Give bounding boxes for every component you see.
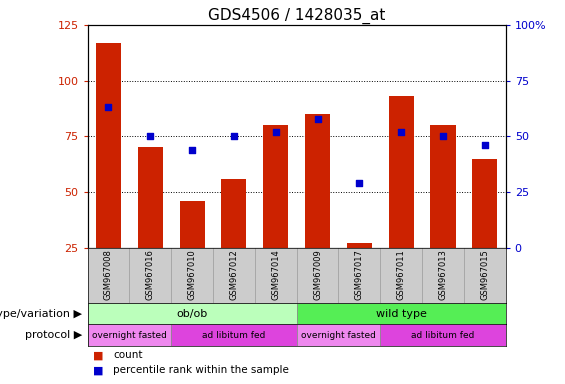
Bar [297, 324, 380, 346]
Point [104, 104, 113, 111]
Text: GSM967009: GSM967009 [313, 249, 322, 300]
Text: GSM967012: GSM967012 [229, 249, 238, 300]
Point [480, 142, 489, 148]
Bar [472, 159, 497, 248]
Text: ob/ob: ob/ob [176, 309, 208, 319]
Point [229, 133, 238, 139]
Point [397, 129, 406, 135]
Text: GSM967016: GSM967016 [146, 249, 155, 300]
Point [146, 133, 155, 139]
Text: GSM967008: GSM967008 [104, 249, 113, 300]
Text: overnight fasted: overnight fasted [301, 331, 376, 339]
Bar [221, 179, 246, 248]
Point [313, 116, 322, 122]
Text: GSM967015: GSM967015 [480, 249, 489, 300]
Bar [96, 43, 121, 248]
Text: ad libitum fed: ad libitum fed [411, 331, 475, 339]
Text: percentile rank within the sample: percentile rank within the sample [113, 366, 289, 376]
Point [438, 133, 447, 139]
Text: GSM967010: GSM967010 [188, 249, 197, 300]
Bar [297, 303, 506, 324]
Title: GDS4506 / 1428035_at: GDS4506 / 1428035_at [208, 7, 385, 23]
Bar [88, 303, 297, 324]
Bar [305, 114, 330, 248]
Bar [180, 201, 205, 248]
Bar [347, 243, 372, 248]
Text: count: count [113, 350, 142, 360]
Text: GSM967014: GSM967014 [271, 249, 280, 300]
Bar [263, 125, 288, 248]
Bar [380, 324, 506, 346]
Text: protocol ▶: protocol ▶ [25, 330, 82, 340]
Text: ad libitum fed: ad libitum fed [202, 331, 266, 339]
Text: wild type: wild type [376, 309, 427, 319]
Text: ■: ■ [93, 350, 104, 360]
Bar [138, 147, 163, 248]
Text: GSM967011: GSM967011 [397, 249, 406, 300]
Point [355, 180, 364, 186]
Bar [171, 324, 297, 346]
Bar [431, 125, 455, 248]
Text: ■: ■ [93, 366, 104, 376]
Text: GSM967013: GSM967013 [438, 249, 447, 300]
Text: overnight fasted: overnight fasted [92, 331, 167, 339]
Text: genotype/variation ▶: genotype/variation ▶ [0, 309, 82, 319]
Bar [389, 96, 414, 248]
Point [188, 147, 197, 153]
Text: GSM967017: GSM967017 [355, 249, 364, 300]
Bar [88, 324, 171, 346]
Point [271, 129, 280, 135]
